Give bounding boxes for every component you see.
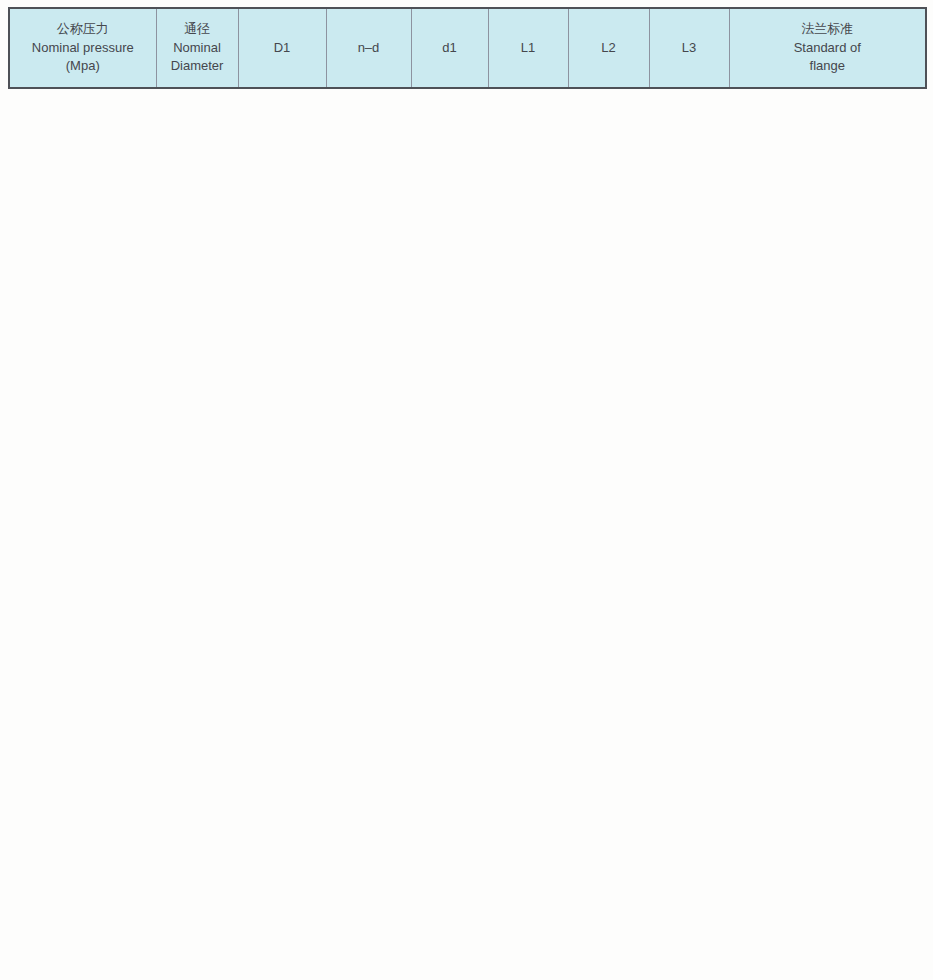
header-flange-standard: 法兰标准 Standard of flange bbox=[729, 8, 926, 88]
flange-spec-table: 公称压力 Nominal pressure (Mpa) 通径 Nominal D… bbox=[8, 7, 927, 972]
page: 公称压力 Nominal pressure (Mpa) 通径 Nominal D… bbox=[0, 0, 933, 980]
table-header: 公称压力 Nominal pressure (Mpa) 通径 Nominal D… bbox=[9, 8, 926, 88]
header-d1-inner: d1 bbox=[411, 8, 488, 88]
header-l2: L2 bbox=[568, 8, 649, 88]
header-row: 公称压力 Nominal pressure (Mpa) 通径 Nominal D… bbox=[9, 8, 926, 88]
header-nominal-diameter: 通径 Nominal Diameter bbox=[156, 8, 238, 88]
header-d1-outer: D1 bbox=[238, 8, 326, 88]
header-nominal-pressure: 公称压力 Nominal pressure (Mpa) bbox=[9, 8, 156, 88]
header-n-d: n–d bbox=[326, 8, 411, 88]
table-body bbox=[9, 88, 926, 971]
header-l3: L3 bbox=[649, 8, 729, 88]
header-l1: L1 bbox=[488, 8, 568, 88]
